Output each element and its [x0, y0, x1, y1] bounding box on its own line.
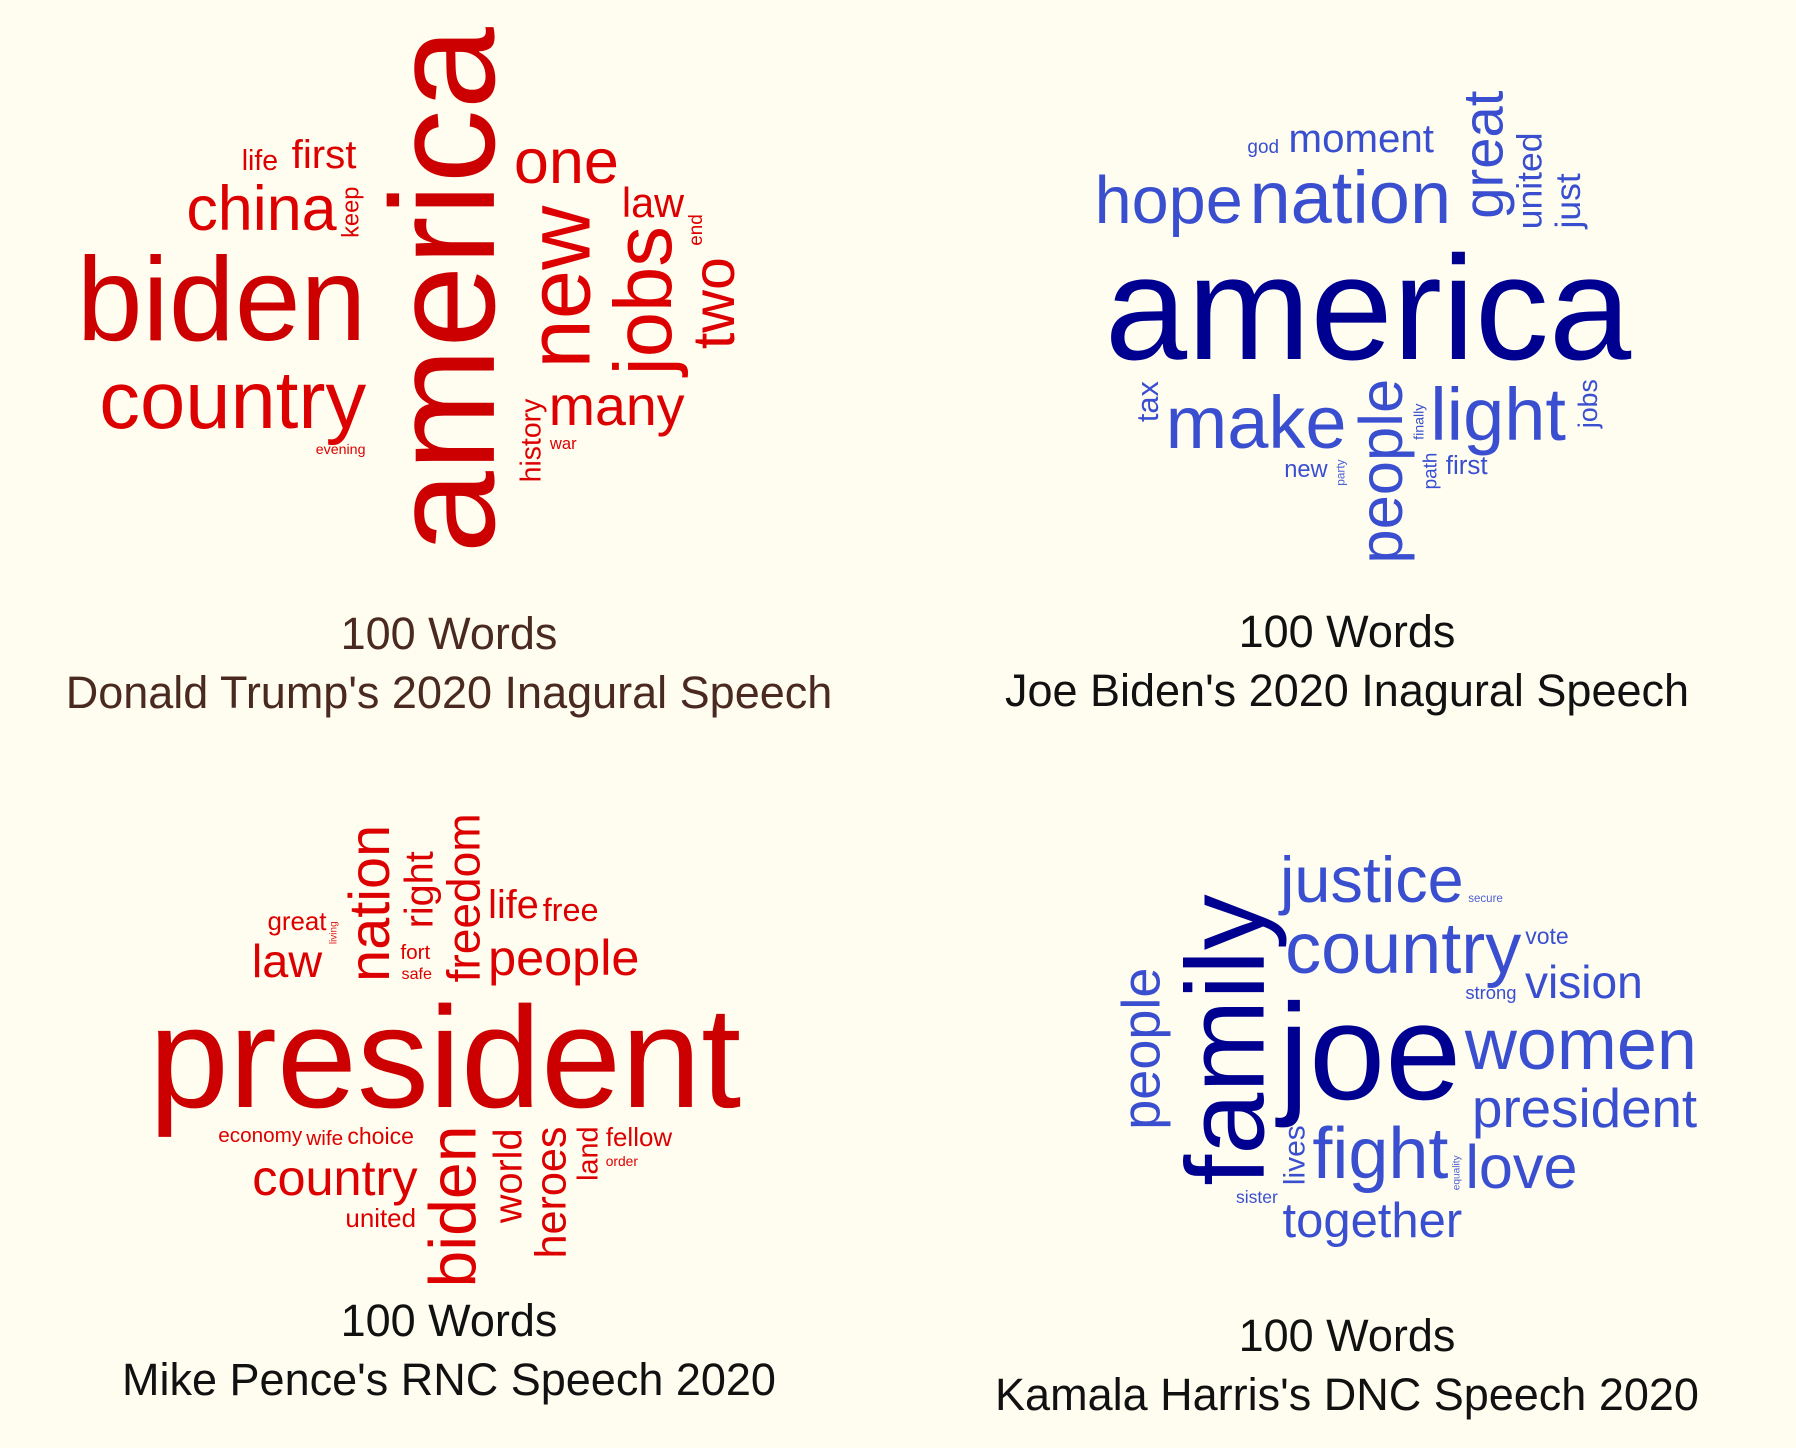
word-vote: vote — [1525, 922, 1569, 949]
word-vision: vision — [1524, 955, 1643, 1008]
caption-title: Kamala Harris's DNC Speech 2020 — [995, 1368, 1699, 1420]
word-people: people — [1111, 967, 1172, 1130]
word-order: order — [605, 1152, 638, 1169]
word-path: path — [1420, 452, 1442, 490]
word-law: law — [251, 935, 323, 987]
word-life: life — [488, 883, 539, 928]
word-war: war — [549, 434, 577, 454]
word-family: family — [1162, 894, 1288, 1186]
caption-pence: 100 Words Mike Pence's RNC Speech 2020 — [0, 1292, 898, 1409]
word-history: history — [515, 398, 548, 483]
word-nation: nation — [338, 824, 403, 982]
word-country: country — [99, 354, 367, 446]
word-cloud-panel-biden: america people nation make light great moment h… — [898, 0, 1796, 724]
word-keep: keep — [338, 186, 365, 238]
word-freedom: freedom — [438, 813, 491, 983]
word-choice: choice — [347, 1123, 414, 1150]
word-nation: nation — [1249, 155, 1452, 239]
word-strong: strong — [1465, 982, 1517, 1004]
caption-word-count: 100 Words — [340, 608, 558, 659]
word-light: light — [1430, 373, 1566, 457]
word-just: just — [1547, 173, 1588, 229]
word-moment: moment — [1288, 115, 1434, 161]
word-cloud-panel-harris: joe family country fight women president justi… — [898, 724, 1796, 1448]
word-fight: fight — [1312, 1113, 1449, 1194]
word-justice: justice — [1280, 842, 1464, 916]
word-country: country — [1285, 908, 1522, 989]
word-love: love — [1465, 1133, 1578, 1201]
caption-harris: 100 Words Kamala Harris's DNC Speech 202… — [898, 1307, 1796, 1424]
word-free: free — [542, 891, 599, 928]
word-finally: finally — [1411, 403, 1428, 440]
word-biden: biden — [76, 234, 367, 367]
word-world: world — [486, 1128, 531, 1224]
word-hope: hope — [1094, 163, 1243, 238]
word-people: people — [1347, 378, 1417, 564]
word-god: god — [1247, 137, 1280, 159]
word-one: one — [513, 127, 619, 198]
word-cloud-panel-trump: america biden new country jobs china one many tw… — [0, 0, 898, 724]
word-make: make — [1165, 381, 1347, 464]
word-people: people — [488, 928, 640, 986]
word-equality: equality — [1451, 1155, 1463, 1191]
word-heroes: heroes — [527, 1126, 576, 1259]
word-party: party — [1333, 459, 1348, 486]
caption-word-count: 100 Words — [1238, 1310, 1456, 1361]
word-law: law — [621, 178, 685, 226]
caption-word-count: 100 Words — [340, 1295, 558, 1346]
word-sister: sister — [1235, 1186, 1278, 1207]
word-first: first — [291, 132, 357, 178]
word-united: united — [1509, 132, 1550, 230]
word-america: america — [360, 26, 526, 554]
word-women: women — [1464, 1004, 1697, 1085]
word-evening: evening — [315, 441, 366, 458]
caption-word-count: 100 Words — [1238, 606, 1456, 657]
caption-biden: 100 Words Joe Biden's 2020 Inagural Spee… — [898, 603, 1796, 720]
word-end: end — [685, 214, 707, 246]
word-together: together — [1282, 1194, 1463, 1249]
word-joe: joe — [1278, 975, 1462, 1129]
word-china: china — [186, 173, 337, 244]
word-new: new — [508, 205, 608, 369]
caption-title: Joe Biden's 2020 Inagural Speech — [1004, 664, 1690, 716]
word-country: country — [252, 1148, 418, 1206]
word-jobs: jobs — [597, 226, 689, 376]
word-land: land — [572, 1126, 605, 1181]
word-economy: economy — [218, 1123, 303, 1147]
word-cloud-panel-pence: president biden freedom nation people country… — [0, 724, 898, 1448]
word-america: america — [1104, 225, 1632, 391]
word-secure: secure — [1468, 893, 1503, 906]
word-safe: safe — [401, 965, 432, 984]
word-president: president — [1472, 1077, 1698, 1140]
word-first: first — [1445, 450, 1488, 481]
word-biden: biden — [416, 1125, 491, 1288]
word-fellow: fellow — [605, 1124, 673, 1153]
word-living: living — [328, 921, 340, 945]
word-two: two — [679, 256, 747, 349]
word-great: great — [267, 907, 327, 936]
word-new: new — [1284, 457, 1328, 484]
word-life: life — [241, 145, 279, 178]
word-united: united — [345, 1205, 416, 1234]
word-wife: wife — [306, 1127, 344, 1151]
caption-trump: 100 Words Donald Trump's 2020 Inagural S… — [0, 605, 898, 722]
word-jobs: jobs — [1572, 379, 1603, 428]
word-president: president — [148, 976, 742, 1138]
caption-title: Mike Pence's RNC Speech 2020 — [122, 1353, 776, 1405]
word-right: right — [397, 851, 442, 929]
caption-title: Donald Trump's 2020 Inagural Speech — [65, 666, 833, 718]
word-great: great — [1451, 90, 1515, 219]
word-fort: fort — [400, 940, 431, 964]
word-tax: tax — [1129, 381, 1165, 423]
word-lives: lives — [1278, 1125, 1312, 1186]
word-many: many — [548, 375, 685, 438]
